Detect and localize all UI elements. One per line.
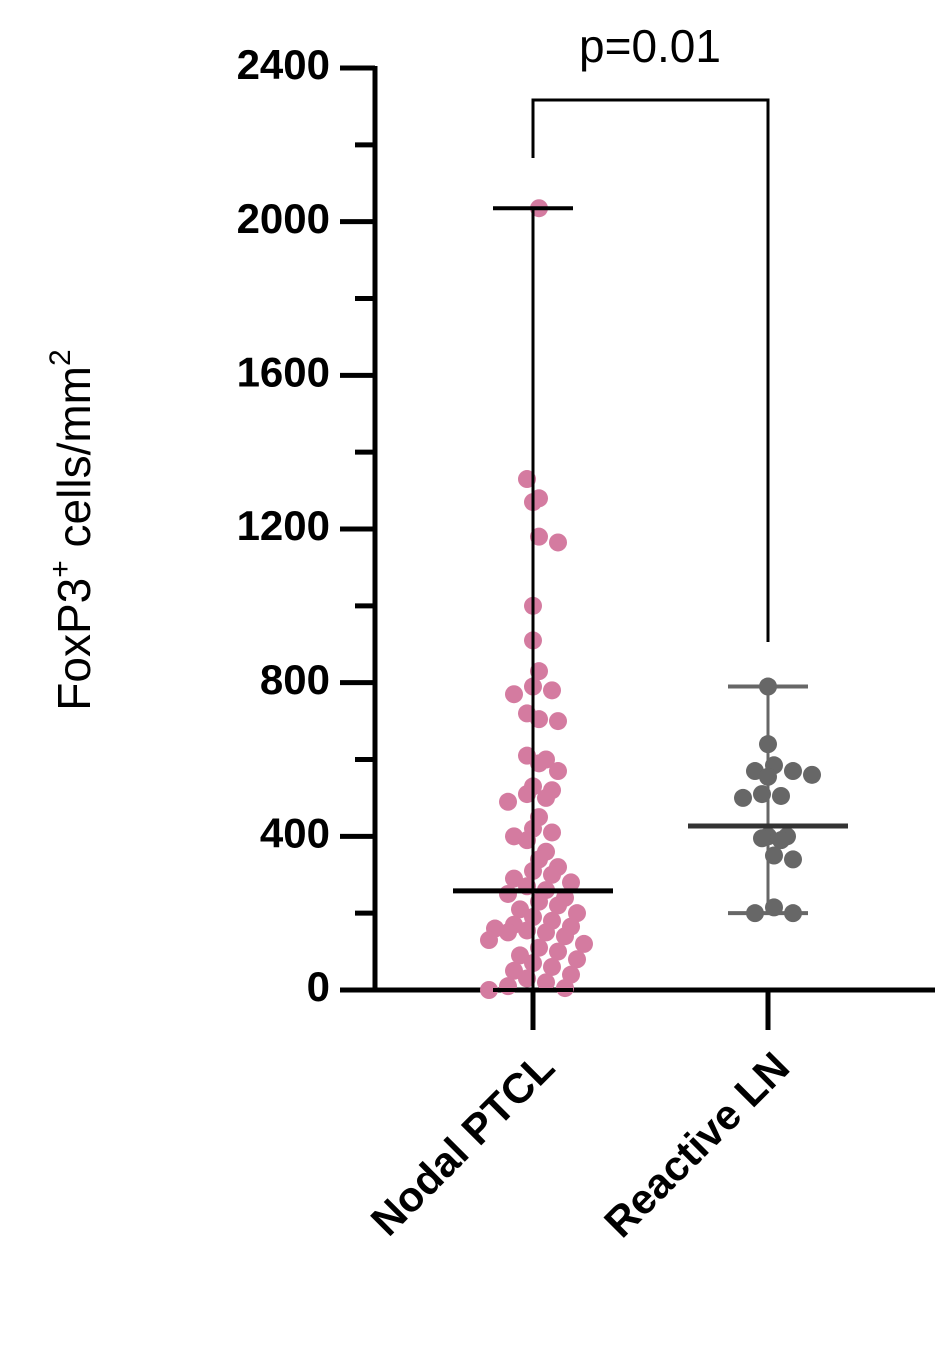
data-point [511,946,529,965]
data-point [549,762,567,781]
data-point [549,942,567,961]
data-point [734,788,752,807]
data-point [543,957,561,976]
data-point [784,850,802,869]
data-point [568,950,586,969]
data-point [511,900,529,919]
annotation: p=0.01 [579,20,721,72]
data-point [505,961,523,980]
significance-bracket [531,98,770,642]
y-label-part: FoxP3 [48,578,100,711]
y-tick-label: 0 [307,963,330,1010]
data-point [543,823,561,842]
y-label-sup: 2 [44,349,77,366]
data-point [499,884,517,903]
data-point [537,788,555,807]
y-label-part: cells/mm [48,366,100,560]
data-point [505,869,523,888]
data-point [562,965,580,984]
y-label-sup: + [44,560,77,578]
data-point [543,681,561,700]
data-point [568,904,586,923]
data-point [499,977,517,996]
data-point [480,981,498,999]
data-point [549,533,567,552]
data-point [537,923,555,942]
y-tick-label: 800 [260,656,330,703]
data-point [549,896,567,915]
y-tick-label: 1600 [237,348,330,395]
data-point [537,973,555,992]
data-point [480,931,498,950]
data-point [772,786,790,805]
y-tick-label: 1200 [237,502,330,549]
x-tick-label: Reactive LN [595,1043,798,1246]
data-point [575,934,593,953]
data-point [562,873,580,892]
data-point [549,712,567,731]
y-tick-label: 2000 [237,195,330,242]
y-tick-label: 2400 [237,41,330,88]
y-tick-label: 400 [260,809,330,856]
data-point [784,762,802,781]
x-tick-label: Nodal PTCL [362,1043,564,1245]
data-point [556,927,574,946]
data-point [803,765,821,784]
data-point [772,831,790,850]
data-point [505,685,523,704]
y-axis-label: FoxP3+ cells/mm2 [44,349,100,710]
data-point [499,792,517,811]
data-point [543,865,561,884]
data-point [499,923,517,942]
